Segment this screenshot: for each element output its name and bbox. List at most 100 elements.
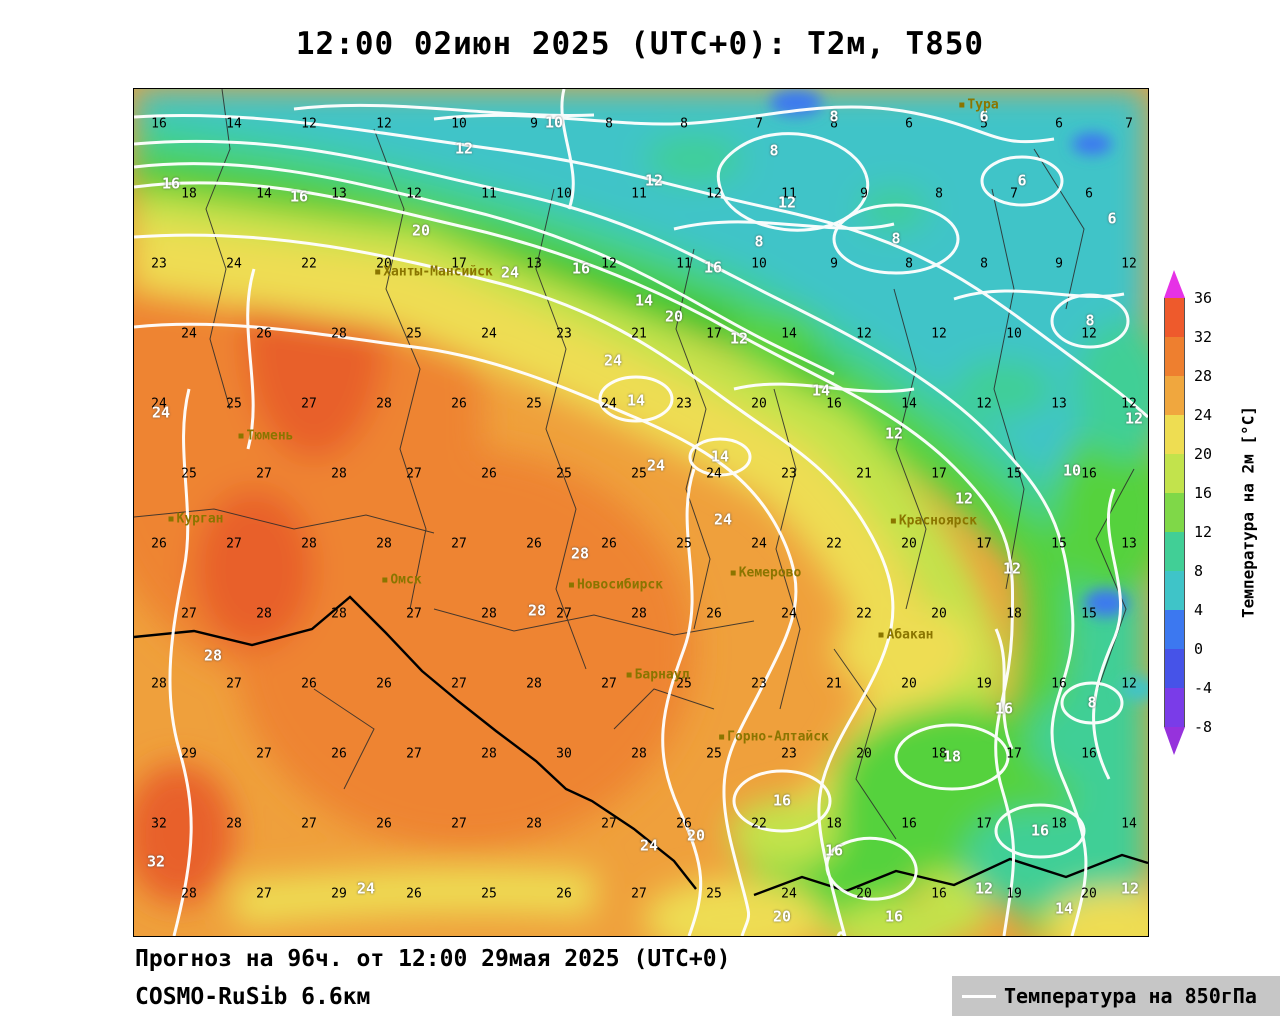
city-label: Новосибирск [576,577,664,593]
t2m-value: 20 [376,256,392,272]
t2m-value: 14 [901,396,917,412]
t2m-value: 7 [1010,186,1018,202]
t2m-value: 9 [530,116,538,132]
t2m-value: 17 [706,326,722,342]
t2m-value: 13 [526,256,542,272]
t2m-value: 24 [751,536,767,552]
city-label-group: Барнаул [626,669,689,682]
t2m-value: 18 [1051,816,1067,832]
t2m-value: 11 [481,186,497,202]
t2m-value: 28 [226,816,242,832]
contour-label: 12 [729,329,749,348]
city-dot-icon [238,433,244,439]
t2m-value: 26 [301,676,317,692]
contour-label: 12 [974,879,994,898]
colorbar-tick: 8 [1194,562,1204,580]
contour-label: 8 [829,107,839,126]
t2m-value: 12 [601,256,617,272]
city-dot-icon [382,577,388,583]
t2m-value: 18 [1006,606,1022,622]
t2m-value: 16 [1051,676,1067,692]
colorbar-tick: 24 [1194,406,1213,424]
t2m-value: 17 [976,536,992,552]
t2m-value: 24 [601,396,617,412]
contour-label: 10 [1062,461,1082,480]
colorbar-segment [1165,532,1184,571]
contour-label: 20 [411,221,431,240]
t2m-value: 24 [781,606,797,622]
t2m-value: 20 [751,396,767,412]
contour-label: 14 [634,291,654,310]
t2m-value: 23 [151,256,167,272]
colorbar-segment [1165,376,1184,415]
city-label: Ханты-Мансийск [383,264,493,280]
map-overlay: 16 14 12 12 10 9 8 8 7 8 6 5 6 7 18 14 13 12 11 10 11 12 11 9 8 7… [134,89,1148,936]
contour-label: 24 [713,510,733,529]
t2m-value: 17 [1006,746,1022,762]
t2m-value: 25 [631,466,647,482]
t2m-value: 27 [301,816,317,832]
contour-label: 24 [500,263,520,282]
city-label-group: Тюмень [238,428,294,444]
city-label-group: Кемерово [730,567,801,580]
colorbar-segment [1165,493,1184,532]
contour-label: 24 [603,351,623,370]
t2m-value: 8 [905,256,913,272]
t2m-value: 13 [1051,396,1067,412]
t2m-value: 12 [1121,396,1137,412]
colorbar-tick: 20 [1194,445,1213,463]
t2m-value: 9 [830,256,838,272]
contour-label: 24 [639,836,659,855]
t2m-value: 28 [301,536,317,552]
contour-label: 24 [356,879,376,898]
city-label-group: Горно-Алтайск [719,731,829,744]
t2m-value: 12 [1121,676,1137,692]
t2m-value: 14 [226,116,242,132]
t850-legend: Температура на 850гПа [952,976,1280,1016]
t2m-value: 21 [826,676,842,692]
t2m-value: 12 [376,116,392,132]
t2m-value: 9 [860,186,868,202]
t2m-value: 11 [631,186,647,202]
contour-label: 8 [1087,693,1097,712]
contour-label: 8 [1085,311,1095,330]
t2m-value: 12 [1081,326,1097,342]
t2m-value: 27 [406,466,422,482]
t2m-value: 27 [181,606,197,622]
city-dot-icon [878,632,884,638]
t2m-value: 14 [781,326,797,342]
city-label: Тюмень [246,428,294,444]
t2m-value: 19 [976,676,992,692]
t2m-value: 13 [331,186,347,202]
city-dot-icon [568,582,574,588]
t2m-value: 8 [605,116,613,132]
contour-label: 8 [769,141,779,160]
city-label-group: Курган [168,513,223,526]
t2m-value: 26 [331,746,347,762]
t2m-value: 6 [905,116,913,132]
t2m-value: 26 [151,536,167,552]
t2m-value: 20 [1081,886,1097,902]
contour-label: 16 [884,907,904,926]
colorbar-scale [1164,298,1185,727]
t2m-value: 28 [181,886,197,902]
t2m-value: 27 [601,816,617,832]
contour-label: 8 [891,229,901,248]
t2m-value: 20 [901,676,917,692]
colorbar-segment [1165,337,1184,376]
t2m-value: 27 [451,676,467,692]
t2m-value: 29 [331,886,347,902]
footer-model-line: COSMO-RuSib 6.6км [135,984,371,1010]
t2m-value: 14 [1121,816,1137,832]
t2m-value: 12 [301,116,317,132]
colorbar-segment [1165,298,1184,337]
t2m-value: 18 [826,816,842,832]
t2m-value: 28 [481,606,497,622]
contour-label: 20 [664,307,684,326]
t2m-value: 25 [706,886,722,902]
t2m-value: 26 [676,816,692,832]
contour-label: 12 [1002,559,1022,578]
contour-label: 14 [1054,899,1074,918]
city-label-group: Тура [959,99,999,112]
colorbar-tick: -4 [1194,679,1213,697]
